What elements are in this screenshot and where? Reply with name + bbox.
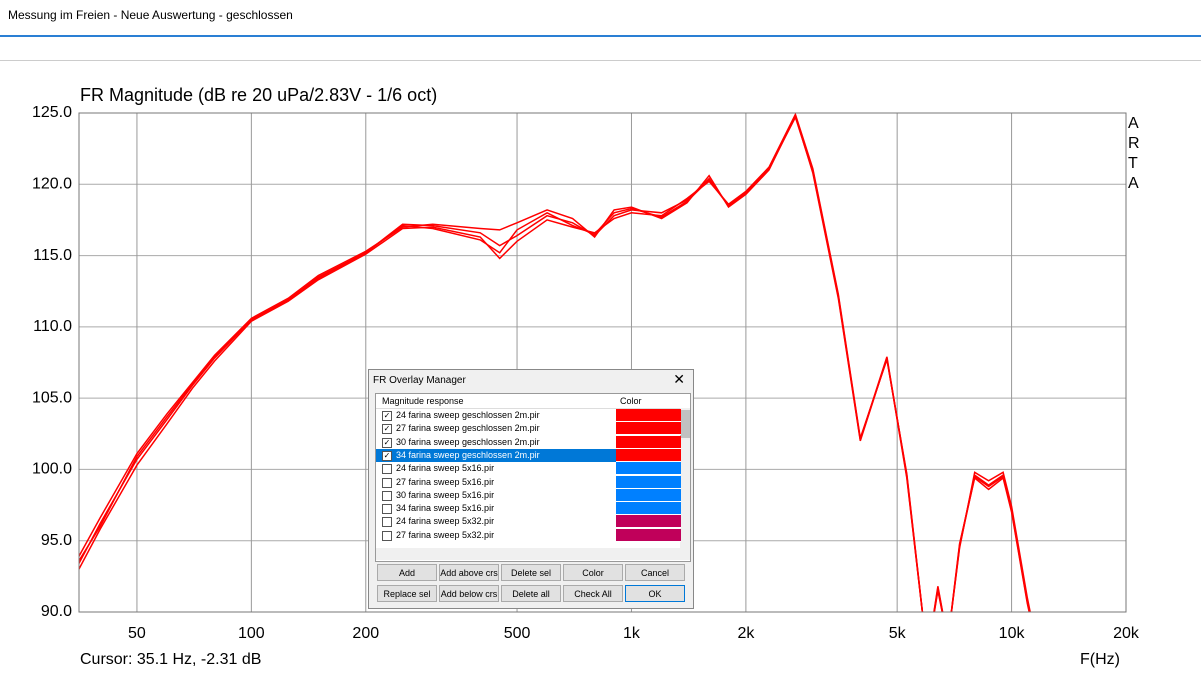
row-name: 30 farina sweep geschlossen 2m.pir (396, 436, 540, 447)
x-axis-label: F(Hz) (1080, 651, 1120, 668)
color-swatch (616, 422, 681, 436)
row-name: 34 farina sweep 5x16.pir (396, 503, 495, 514)
watermark: ARTA (1128, 115, 1140, 192)
list-row[interactable]: 27 farina sweep 5x32.pir (376, 528, 681, 542)
window-title: Messung im Freien - Neue Auswertung - ge… (8, 8, 293, 22)
fr-curve (79, 113, 1030, 612)
row-name: 27 farina sweep geschlossen 2m.pir (396, 423, 540, 434)
checkbox[interactable] (382, 517, 392, 528)
y-tick-label: 120.0 (32, 176, 72, 193)
overlay-dialog: FR Overlay Manager ✕ Magnitude response … (368, 369, 694, 609)
dialog-button[interactable]: Delete sel (501, 564, 561, 581)
title-underline (0, 35, 1201, 37)
cursor-readout: Cursor: 35.1 Hz, -2.31 dB (80, 651, 261, 668)
separator (0, 60, 1201, 61)
list-row[interactable]: 24 farina sweep 5x32.pir (376, 515, 681, 529)
color-swatch (616, 475, 681, 489)
checkbox[interactable] (382, 504, 392, 515)
chart-title: FR Magnitude (dB re 20 uPa/2.83V - 1/6 o… (80, 85, 437, 105)
checkbox[interactable] (382, 464, 392, 475)
y-tick-label: 90.0 (41, 603, 72, 620)
color-swatch (616, 515, 681, 529)
fr-curve (79, 115, 1031, 612)
checkbox[interactable]: ✓ (382, 437, 392, 448)
column-header: Color (620, 396, 642, 406)
list-row[interactable]: ✓ 34 farina sweep geschlossen 2m.pir (376, 448, 681, 462)
x-tick-label: 1k (623, 625, 641, 642)
y-tick-label: 95.0 (41, 532, 72, 549)
color-swatch (616, 488, 681, 502)
list-row[interactable]: 24 farina sweep 5x16.pir (376, 462, 681, 476)
overlay-list: Magnitude response Color ✓ 24 farina swee… (375, 393, 691, 562)
checkbox[interactable]: ✓ (382, 411, 392, 421)
y-tick-label: 110.0 (33, 318, 72, 335)
checkbox[interactable] (382, 490, 392, 501)
row-name: 27 farina sweep 5x16.pir (396, 476, 495, 487)
list-row[interactable]: ✓ 30 farina sweep geschlossen 2m.pir (376, 435, 681, 449)
h-scrollbar[interactable] (376, 548, 690, 560)
v-scrollbar[interactable] (680, 408, 690, 548)
x-tick-label: 2k (737, 625, 755, 642)
checkbox[interactable] (382, 530, 392, 541)
plot-frame (78, 112, 1127, 613)
x-tick-label: 200 (352, 625, 379, 642)
dialog-button[interactable]: Delete all (501, 585, 561, 602)
list-row[interactable]: 30 farina sweep 5x16.pir (376, 488, 681, 502)
row-name: 30 farina sweep 5x16.pir (396, 489, 495, 500)
y-tick-label: 100.0 (32, 461, 72, 478)
y-tick-label: 125.0 (32, 104, 72, 121)
x-tick-label: 10k (999, 625, 1026, 642)
color-swatch (616, 528, 681, 542)
x-tick-label: 50 (128, 625, 146, 642)
dialog-button[interactable]: Cancel (625, 564, 685, 581)
x-tick-label: 20k (1113, 625, 1140, 642)
color-swatch (616, 448, 681, 462)
checkbox[interactable]: ✓ (382, 450, 392, 461)
color-swatch (616, 435, 681, 449)
color-swatch (616, 409, 681, 422)
dialog-button[interactable]: Color (563, 564, 623, 581)
dialog-button[interactable]: Add above crs (439, 564, 499, 581)
row-name: 24 farina sweep 5x16.pir (396, 463, 495, 474)
x-tick-label: 5k (889, 625, 907, 642)
y-tick-label: 105.0 (32, 389, 72, 406)
close-button[interactable]: ✕ (673, 371, 685, 387)
dialog-button[interactable]: OK (625, 585, 685, 602)
dialog-title: FR Overlay Manager (373, 375, 466, 386)
dialog-button[interactable]: Check All (563, 585, 623, 602)
list-row[interactable]: 34 farina sweep 5x16.pir (376, 502, 681, 516)
column-header: Magnitude response (382, 396, 464, 406)
list-row[interactable]: ✓ 27 farina sweep geschlossen 2m.pir (376, 422, 681, 436)
list-row[interactable]: ✓ 24 farina sweep geschlossen 2m.pir (376, 409, 681, 422)
row-name: 24 farina sweep geschlossen 2m.pir (396, 410, 540, 420)
checkbox[interactable] (382, 477, 392, 488)
list-header: Magnitude response Color (376, 394, 690, 409)
y-tick-label: 115.0 (33, 247, 72, 264)
x-tick-label: 500 (504, 625, 531, 642)
dialog-button[interactable]: Add (377, 564, 437, 581)
checkbox[interactable]: ✓ (382, 424, 392, 435)
dialog-button[interactable]: Replace sel (377, 585, 437, 602)
fr-curve (79, 113, 1031, 612)
row-name: 27 farina sweep 5x32.pir (396, 529, 495, 540)
x-tick-label: 100 (238, 625, 265, 642)
color-swatch (616, 502, 681, 516)
row-name: 34 farina sweep geschlossen 2m.pir (396, 449, 540, 460)
row-name: 24 farina sweep 5x32.pir (396, 516, 495, 527)
list-row[interactable]: 27 farina sweep 5x16.pir (376, 475, 681, 489)
color-swatch (616, 462, 681, 476)
dialog-button[interactable]: Add below crs (439, 585, 499, 602)
